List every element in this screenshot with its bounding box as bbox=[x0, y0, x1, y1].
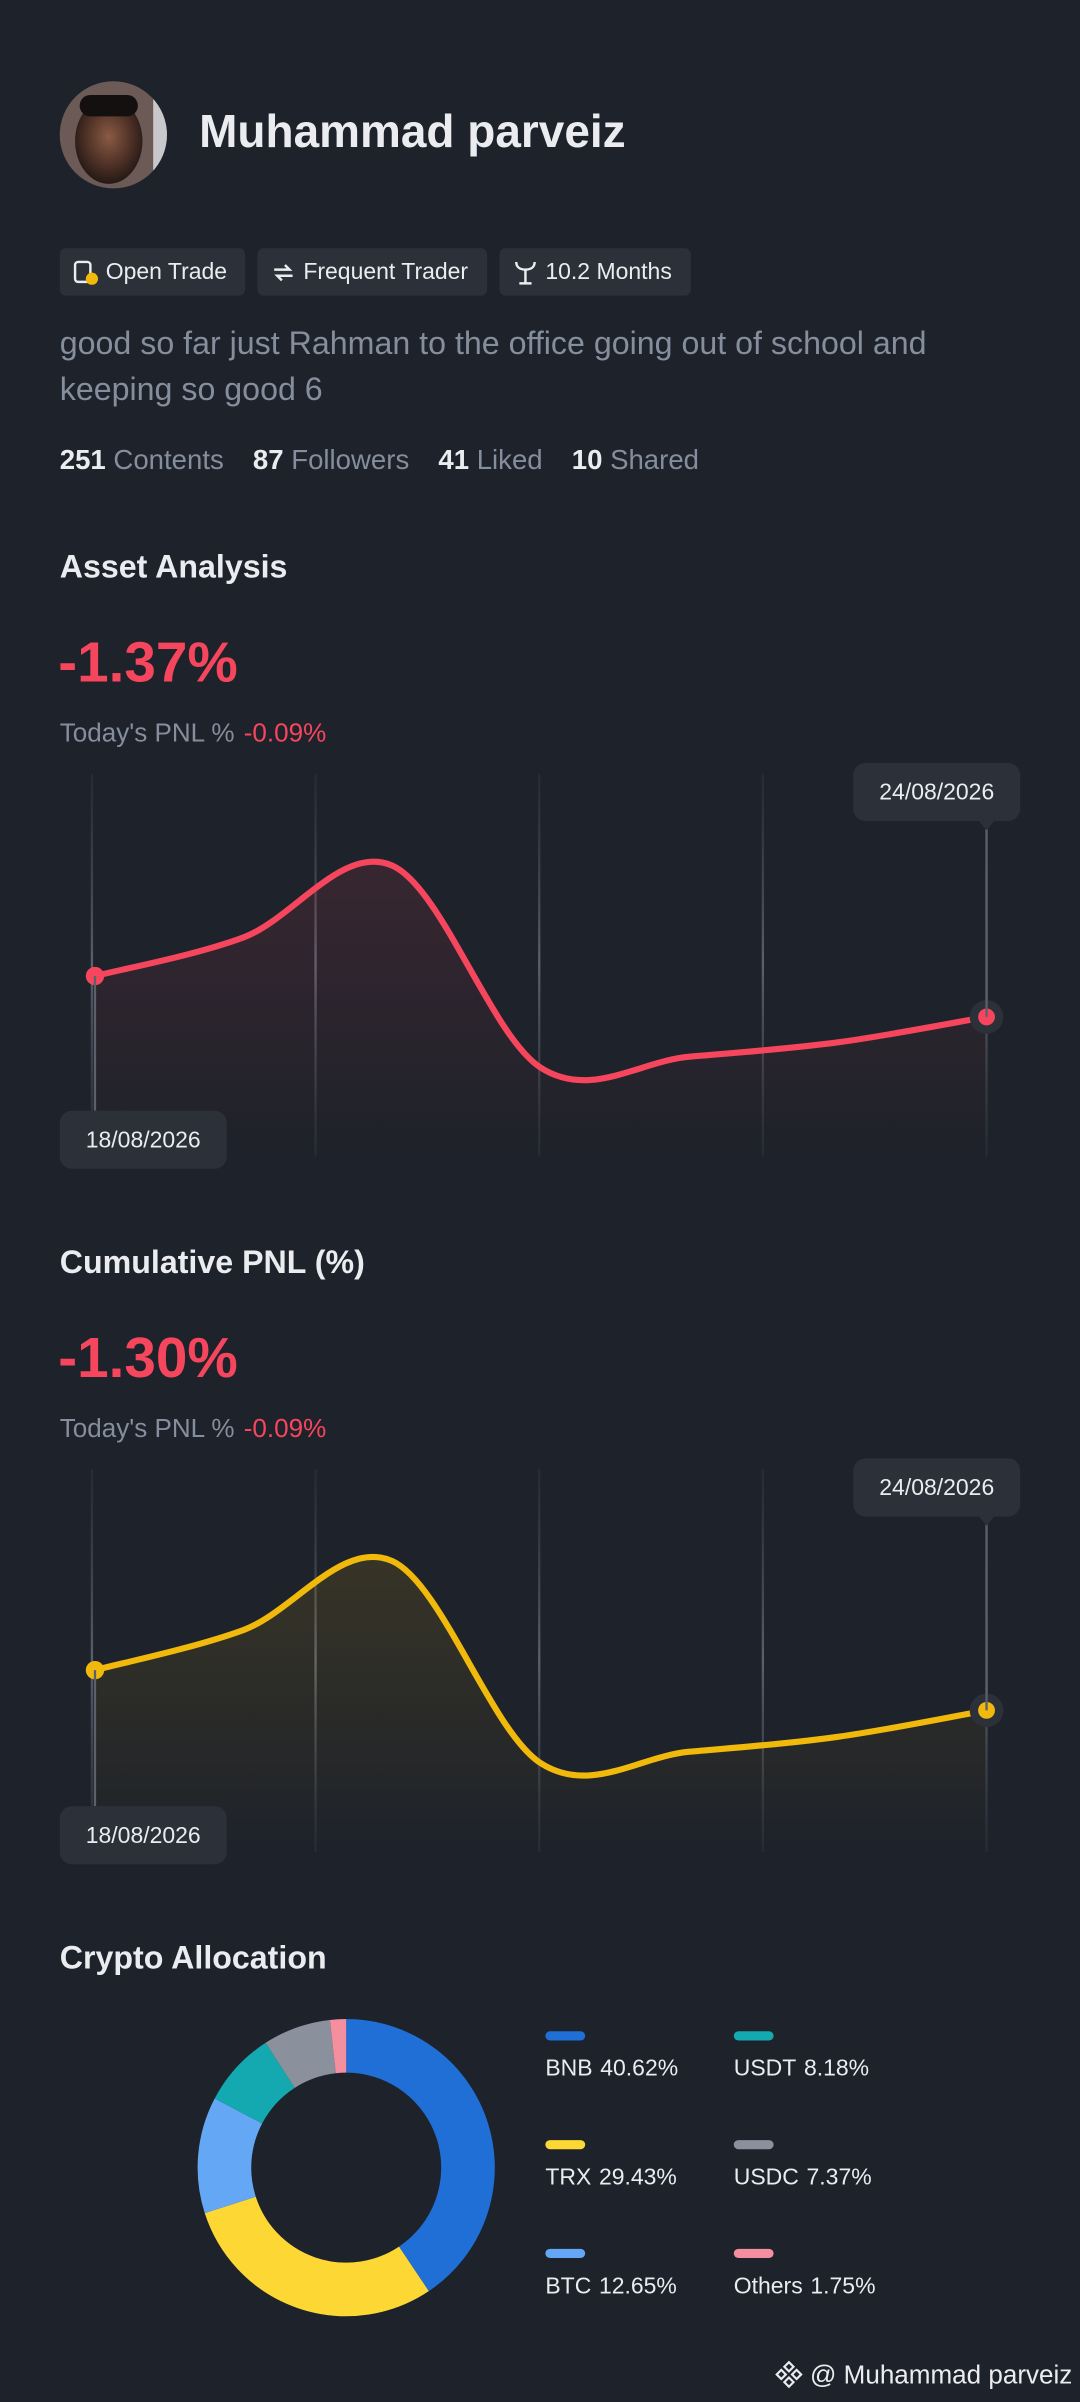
legend-value: 29.43% bbox=[599, 2163, 677, 2189]
stat-value: 87 bbox=[252, 444, 284, 475]
stat-value: 41 bbox=[438, 444, 470, 475]
tooltip-pointer bbox=[978, 1516, 995, 1526]
date-label: 18/08/2026 bbox=[86, 1126, 201, 1152]
tooltip-pointer bbox=[978, 821, 995, 831]
end-point bbox=[978, 1008, 995, 1026]
stat: 251 Contents bbox=[60, 444, 224, 475]
stat-label: Followers bbox=[291, 444, 410, 475]
legend-swatch bbox=[545, 2248, 586, 2259]
legend-swatch bbox=[733, 2031, 774, 2041]
legend-name: TRX bbox=[545, 2163, 591, 2189]
legend-value: 8.18% bbox=[804, 2055, 869, 2081]
stat: 41 Liked bbox=[438, 444, 542, 475]
chart-section: Cumulative PNL (%) -1.30% Today's PNL % -0.… bbox=[0, 1232, 1080, 1875]
date-tooltip bbox=[853, 1458, 1021, 1517]
legend-name: USDC bbox=[734, 2163, 799, 2189]
section-title: Cumulative PNL (%) bbox=[59, 1245, 365, 1281]
date-tooltip bbox=[853, 762, 1021, 822]
grid-line bbox=[761, 1469, 765, 1853]
legend-name: BNB bbox=[545, 2055, 592, 2081]
stats: 251 Contents 87 Followers 41 Liked 10 Shared bbox=[60, 443, 728, 477]
bio: good so far just Rahman to the office go… bbox=[59, 326, 927, 408]
legend-name: Others bbox=[734, 2272, 803, 2298]
legend-value: 12.65% bbox=[599, 2272, 677, 2298]
stat-value: 10 bbox=[571, 444, 603, 475]
stat-label: Shared bbox=[610, 444, 700, 475]
legend-text: Others 1.75% bbox=[734, 2272, 876, 2298]
legend-text: USDC 7.37% bbox=[734, 2163, 872, 2189]
legend-name: USDT bbox=[734, 2055, 797, 2081]
pnl-value: -0.09% bbox=[243, 1413, 327, 1444]
legend-text: TRX 29.43% bbox=[545, 2163, 677, 2189]
badge-text: 10.2 Months bbox=[545, 258, 672, 285]
line bbox=[91, 1553, 990, 1779]
start-point bbox=[85, 1660, 105, 1680]
footer-text: @ Muhammad parveiz bbox=[809, 2360, 1073, 2390]
legend-text: BNB 40.62% bbox=[545, 2055, 678, 2081]
grid-line bbox=[761, 773, 765, 1157]
area bbox=[94, 1556, 987, 1853]
stat-label: Contents bbox=[113, 444, 224, 475]
headline-value: -1.37% bbox=[58, 631, 238, 694]
badge-icon bbox=[73, 260, 99, 285]
chart-section: Asset Analysis -1.37% Today's PNL % -0.09% 1… bbox=[0, 536, 1080, 1179]
date-tooltip bbox=[59, 1806, 227, 1865]
donut-segment bbox=[197, 2098, 263, 2214]
donut-segment bbox=[265, 2019, 337, 2089]
pnl-label: Today's PNL % bbox=[59, 1413, 235, 1444]
stat: 87 Followers bbox=[253, 444, 409, 475]
user-name: Muhammad parveiz bbox=[199, 107, 626, 158]
headline-value: -1.30% bbox=[58, 1326, 238, 1390]
legend-swatch bbox=[733, 2140, 774, 2150]
badge-icon bbox=[274, 264, 293, 282]
legend-swatch bbox=[545, 2031, 586, 2041]
legend-text: BTC 12.65% bbox=[545, 2272, 677, 2298]
allocation-section: Crypto Allocation BNB 40.62% TRX 29.43% BTC 12… bbox=[0, 1927, 1080, 2341]
area bbox=[94, 861, 987, 1157]
legend-swatch bbox=[545, 2140, 586, 2150]
section-title: Crypto Allocation bbox=[59, 1940, 327, 1977]
footer: @ Muhammad parveiz bbox=[775, 2359, 1072, 2393]
grid-line bbox=[538, 773, 541, 1157]
date-label: 24/08/2026 bbox=[879, 1474, 994, 1500]
donut-segment bbox=[329, 2019, 347, 2074]
stat-label: Liked bbox=[476, 444, 543, 475]
badge: Frequent Trader bbox=[257, 248, 488, 296]
date-label: 18/08/2026 bbox=[86, 1822, 201, 1848]
badge-text: Frequent Trader bbox=[303, 258, 469, 285]
badge-icon bbox=[515, 261, 536, 285]
line bbox=[91, 858, 990, 1084]
legend-text: USDT 8.18% bbox=[734, 2055, 869, 2081]
grid-line bbox=[90, 773, 94, 1157]
legend-value: 40.62% bbox=[600, 2055, 678, 2081]
stat-value: 251 bbox=[59, 444, 106, 475]
pnl-row: Today's PNL % -0.09% bbox=[60, 718, 327, 749]
badge: 10.2 Months bbox=[499, 248, 691, 296]
avatar bbox=[59, 81, 167, 189]
line-chart: 18/08/2026 24/08/2026 bbox=[59, 1458, 1021, 1865]
grid-line bbox=[90, 1469, 94, 1853]
legend-value: 1.75% bbox=[810, 2272, 875, 2298]
stat: 10 Shared bbox=[572, 444, 699, 475]
donut-chart: BNB 40.62% TRX 29.43% BTC 12.65% USDT 8.18% USDC… bbox=[197, 2019, 876, 2317]
donut-segment bbox=[204, 2195, 429, 2317]
badge-text: Open Trade bbox=[105, 258, 228, 285]
donut-segment bbox=[214, 2042, 296, 2125]
legend-swatch bbox=[733, 2248, 774, 2259]
pnl-label: Today's PNL % bbox=[59, 718, 235, 748]
grid-line bbox=[538, 1469, 541, 1853]
date-label: 24/08/2026 bbox=[879, 779, 994, 805]
legend-name: BTC bbox=[545, 2272, 591, 2298]
line-chart: 18/08/2026 24/08/2026 bbox=[59, 762, 1021, 1169]
pnl-value: -0.09% bbox=[243, 718, 327, 748]
donut-segment bbox=[345, 2019, 495, 2292]
date-tooltip bbox=[59, 1110, 227, 1169]
legend-value: 7.37% bbox=[807, 2163, 872, 2189]
badge: Open Trade bbox=[59, 248, 246, 296]
section-title: Asset Analysis bbox=[59, 549, 288, 586]
footer-logo bbox=[775, 2360, 803, 2389]
pnl-row: Today's PNL % -0.09% bbox=[60, 1414, 327, 1445]
